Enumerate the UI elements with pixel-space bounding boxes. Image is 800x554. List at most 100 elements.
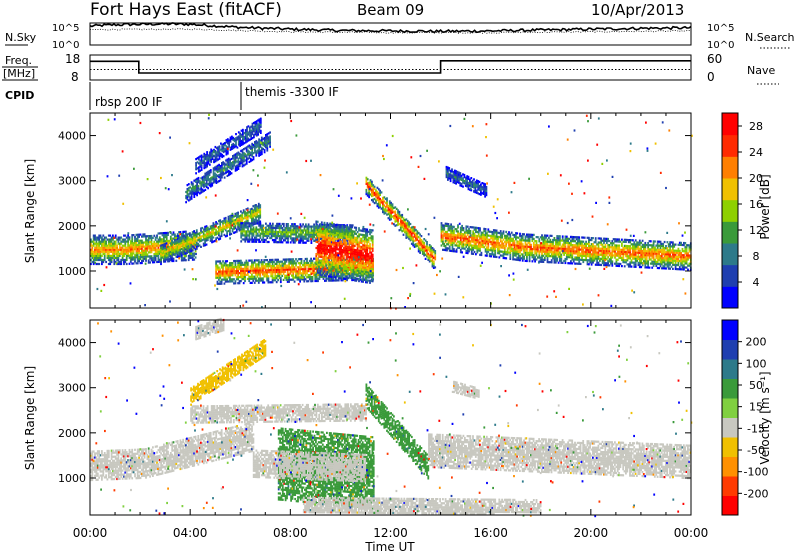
velocity-colorbar-swatch-1 bbox=[722, 476, 738, 496]
frequency-series-0 bbox=[90, 59, 691, 74]
power-colorbar-tick-0: 28 bbox=[749, 120, 763, 133]
power-colorbar-tick-2: 20 bbox=[749, 172, 763, 185]
radar-title: Fort Hays East (fitACF) bbox=[90, 0, 282, 20]
feature-dawn-band bbox=[440, 222, 692, 271]
power-colorbar-tick-6: 4 bbox=[753, 276, 760, 289]
velocity-heatmap bbox=[90, 317, 693, 518]
time-tick-0: 00:00 bbox=[73, 526, 108, 540]
velocity-ytick-2: 3000 bbox=[58, 382, 86, 395]
noise-panel: N.Sky 10^5 10^0 10^5 10^0 N.Search bbox=[5, 22, 795, 51]
noise-series-0 bbox=[89, 22, 692, 34]
power-colorbar-swatch-7 bbox=[722, 134, 738, 157]
feature-gray-patch bbox=[453, 380, 480, 399]
feature-central-burst bbox=[315, 220, 374, 284]
velocity-colorbar-tick-4: -15 bbox=[747, 422, 765, 435]
cpid-panel: CPID rbsp 200 IF themis -3300 IF bbox=[5, 82, 339, 110]
feature-gray-band bbox=[90, 421, 255, 482]
date-label: 10/Apr/2013 bbox=[591, 1, 684, 19]
velocity-colorbar-swatch-8 bbox=[722, 339, 738, 360]
feature-orange-arc bbox=[190, 339, 267, 406]
cpid-segment-2: themis -3300 IF bbox=[245, 85, 339, 99]
feature-upper-streak bbox=[195, 117, 262, 175]
power-axes: 1000 2000 3000 4000 bbox=[58, 113, 692, 308]
velocity-axes: 1000 2000 3000 4000 bbox=[58, 320, 692, 515]
velocity-colorbar-swatch-5 bbox=[722, 398, 738, 418]
velocity-colorbar: 200 100 50 15 -15 -50 -100 -200 bbox=[721, 319, 769, 516]
power-colorbar-label: Power [dB] bbox=[758, 174, 772, 239]
power-ylabel: Slant Range [km] bbox=[23, 159, 37, 263]
velocity-colorbar-label: Velocity [m s⁻¹] bbox=[758, 371, 772, 464]
velocity-colorbar-tick-7: -200 bbox=[744, 487, 769, 500]
velocity-ylabel: Slant Range [km] bbox=[23, 366, 37, 470]
time-tick-2: 08:00 bbox=[273, 526, 308, 540]
power-ytick-0: 1000 bbox=[58, 265, 86, 278]
velocity-panel: 1000 2000 3000 4000 Slant Range [km] 200 100… bbox=[23, 317, 772, 518]
beam-label: Beam 09 bbox=[357, 1, 424, 19]
power-colorbar-swatch-2 bbox=[722, 243, 738, 266]
power-panel: 1000 2000 3000 4000 Slant Range [km] 28 24 20… bbox=[23, 112, 772, 310]
velocity-colorbar-tick-1: 100 bbox=[746, 357, 767, 370]
freq-label: Freq. bbox=[5, 54, 32, 67]
velocity-colorbar-swatch-4 bbox=[722, 417, 738, 438]
scatter-points bbox=[94, 113, 693, 310]
velocity-ytick-0: 1000 bbox=[58, 472, 86, 485]
time-tick-6: 00:00 bbox=[674, 526, 709, 540]
feature-descending-arc bbox=[365, 176, 437, 269]
velocity-colorbar-swatch-9 bbox=[722, 320, 738, 340]
power-colorbar-tick-4: 12 bbox=[749, 224, 763, 237]
velocity-ytick-3: 4000 bbox=[58, 337, 86, 350]
feature-green-arc bbox=[365, 383, 430, 480]
power-colorbar-swatch-4 bbox=[722, 199, 738, 222]
power-colorbar-swatch-5 bbox=[722, 178, 738, 201]
velocity-colorbar-tick-6: -100 bbox=[744, 466, 769, 479]
freq-unit-label: [MHz] bbox=[3, 67, 35, 80]
feature-gray-upper bbox=[190, 403, 367, 424]
frequency-trace bbox=[90, 59, 691, 74]
power-colorbar-swatch-1 bbox=[722, 264, 738, 287]
velocity-colorbar-tick-2: 50 bbox=[749, 379, 763, 392]
velocity-colorbar-swatch-0 bbox=[722, 495, 738, 516]
velocity-colorbar-swatch-6 bbox=[722, 378, 738, 399]
feature-gray-streak bbox=[195, 317, 225, 341]
freq-tick-bottom: 8 bbox=[71, 70, 79, 84]
time-tick-4: 16:00 bbox=[473, 526, 508, 540]
noise-right-tick-top: 10^5 bbox=[707, 23, 734, 34]
power-ytick-2: 3000 bbox=[58, 175, 86, 188]
power-colorbar-swatch-8 bbox=[722, 113, 738, 136]
scatter-points bbox=[92, 320, 693, 518]
feature-ground-scatter bbox=[302, 496, 542, 515]
velocity-ytick-1: 2000 bbox=[58, 427, 86, 440]
feature-gray-dawn bbox=[428, 433, 692, 480]
time-tick-3: 12:00 bbox=[373, 526, 408, 540]
feature-early-streak bbox=[445, 165, 488, 198]
nave-tick-bottom: 0 bbox=[707, 70, 715, 84]
noise-series-1 bbox=[89, 28, 692, 34]
velocity-colorbar-tick-3: 15 bbox=[749, 401, 763, 414]
noise-trace bbox=[89, 22, 692, 34]
noise-left-tick-bottom: 10^0 bbox=[52, 40, 79, 51]
velocity-colorbar-tick-0: 200 bbox=[746, 336, 767, 349]
time-tick-5: 20:00 bbox=[574, 526, 609, 540]
noise-left-tick-top: 10^5 bbox=[52, 23, 79, 34]
power-heatmap bbox=[90, 113, 693, 310]
time-axis-label: Time UT bbox=[364, 540, 415, 554]
power-colorbar-swatch-6 bbox=[722, 156, 738, 179]
velocity-colorbar-tick-5: -50 bbox=[747, 444, 765, 457]
frequency-panel: Freq. [MHz] 18 8 60 0 Nave bbox=[2, 52, 779, 85]
velocity-colorbar-swatch-2 bbox=[722, 456, 738, 477]
velocity-colorbar-swatch-7 bbox=[722, 359, 738, 379]
cpid-segment-1: rbsp 200 IF bbox=[95, 95, 162, 109]
time-tick-1: 04:00 bbox=[173, 526, 208, 540]
feature-gray-mid bbox=[252, 449, 367, 483]
power-colorbar-tick-3: 16 bbox=[749, 198, 763, 211]
power-ytick-1: 2000 bbox=[58, 220, 86, 233]
time-axis: 00:00 04:00 08:00 12:00 16:00 20:00 00:00 bbox=[73, 526, 709, 540]
power-colorbar-tick-1: 24 bbox=[749, 146, 763, 159]
freq-tick-top: 18 bbox=[65, 52, 80, 66]
power-ytick-3: 4000 bbox=[58, 130, 86, 143]
nave-label: Nave bbox=[747, 64, 775, 77]
velocity-colorbar-swatch-3 bbox=[722, 437, 738, 457]
noise-right-tick-bottom: 10^0 bbox=[707, 40, 734, 51]
power-colorbar-swatch-3 bbox=[722, 221, 738, 244]
